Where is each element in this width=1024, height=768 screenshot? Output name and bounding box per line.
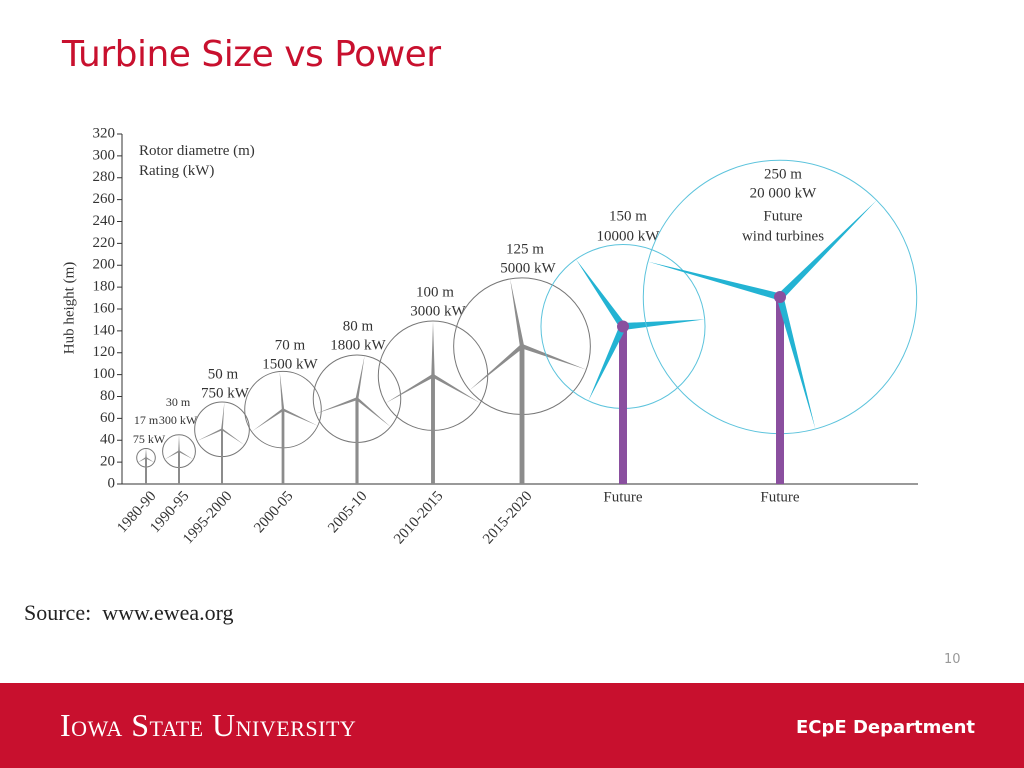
blade (178, 450, 194, 460)
blade (221, 428, 245, 445)
blade (385, 374, 434, 404)
source: Source: www.ewea.org (24, 600, 234, 625)
blade (777, 200, 877, 300)
blade (521, 344, 587, 370)
blade (588, 325, 627, 401)
blade (145, 448, 147, 458)
chart: Hub height (m) Rotor diametre (m) Rating… (61, 125, 918, 547)
y-tick-label: 20 (100, 454, 115, 470)
y-tick-label: 320 (93, 125, 116, 141)
hub (774, 290, 786, 303)
blade (137, 457, 147, 463)
rating-label: 1500 kW (262, 356, 318, 372)
blade (251, 408, 284, 432)
y-tick-label: 100 (93, 366, 116, 382)
y-tick-label: 260 (93, 191, 116, 207)
blade (355, 355, 365, 399)
y-tick-label: 200 (93, 257, 116, 273)
blade (647, 261, 781, 301)
x-tick-label: 2010-2015 (391, 488, 446, 547)
x-tick-label: 2005-10 (325, 488, 370, 536)
blade (432, 374, 481, 404)
x-tick-label: Future (603, 489, 643, 505)
diameter-label: 250 m (764, 166, 802, 182)
diameter-label: 70 m (275, 337, 306, 353)
hub (617, 320, 629, 333)
diameter-label: 125 m (506, 241, 544, 257)
annotation: Future (763, 208, 803, 224)
rating-label: 750 kW (201, 385, 250, 401)
slide-title: Turbine Size vs Power (62, 34, 441, 75)
annotation: wind turbines (742, 228, 824, 244)
rating-label: 10000 kW (597, 228, 661, 244)
rating-label: 1800 kW (330, 337, 386, 353)
blade (776, 296, 816, 430)
blade (282, 408, 318, 426)
y-tick-label: 160 (93, 300, 116, 316)
blade (622, 319, 705, 330)
y-tick-label: 280 (93, 169, 116, 185)
blade (315, 397, 358, 414)
rating-label: 300 kW (159, 413, 198, 427)
diameter-label: 80 m (343, 318, 374, 334)
y-tick-label: 0 (108, 475, 116, 491)
y-tick-label: 140 (93, 322, 116, 338)
footer: Iowa State University ECpE Department (0, 683, 1024, 768)
diameter-label: 100 m (416, 284, 454, 300)
y-tick-label: 60 (100, 410, 115, 426)
y-tick-label: 40 (100, 432, 115, 448)
diameter-label: 50 m (208, 366, 239, 382)
diameter-label: 17 m (134, 413, 159, 427)
blade (279, 371, 285, 410)
blade (164, 450, 180, 460)
y-tick-label: 300 (93, 147, 116, 163)
y-tick-label: 80 (100, 388, 115, 404)
blade (575, 259, 626, 329)
legend-entry: Rating (kW) (139, 163, 214, 179)
blade (356, 397, 391, 427)
x-tick-label: 2015-2020 (480, 488, 535, 547)
page-number: 10 (944, 652, 961, 667)
rating-label: 3000 kW (410, 303, 466, 319)
legend-entry: Rotor diametre (m) (139, 143, 255, 159)
blade (469, 344, 524, 391)
blade (178, 434, 180, 452)
blade (197, 428, 223, 441)
y-tick-label: 220 (93, 235, 116, 251)
y-tick-label: 120 (93, 344, 116, 360)
department: ECpE Department (796, 717, 975, 738)
y-tick-label: 240 (93, 213, 116, 229)
diameter-label: 30 m (166, 395, 191, 409)
blade (510, 278, 525, 347)
blade (221, 402, 225, 430)
blade (145, 457, 155, 463)
diameter-label: 150 m (609, 208, 647, 224)
rating-label: 5000 kW (500, 260, 556, 276)
rating-label: 20 000 kW (750, 185, 818, 201)
y-tick-label: 180 (93, 279, 116, 295)
university: Iowa State University (60, 707, 357, 743)
blade (431, 321, 435, 376)
x-tick-label: Future (760, 489, 800, 505)
rating-label: 75 kW (133, 432, 166, 446)
x-tick-label: 2000-05 (251, 488, 296, 536)
y-axis-label: Hub height (m) (61, 262, 77, 354)
